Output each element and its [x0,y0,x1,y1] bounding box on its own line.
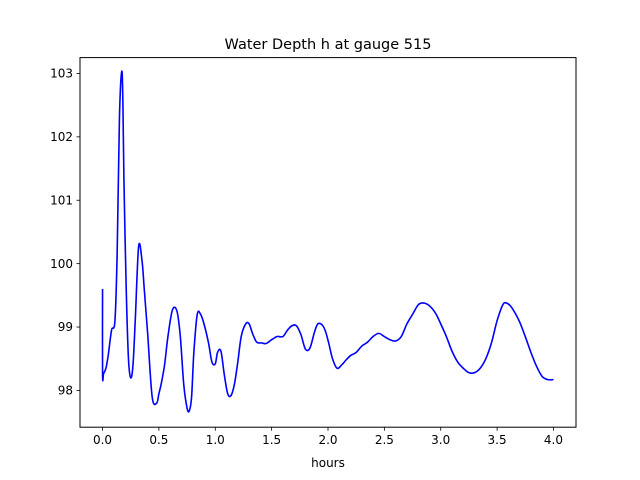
y-tick-label: 100 [50,257,73,271]
y-tick-label: 102 [50,130,73,144]
chart-title: Water Depth h at gauge 515 [225,37,432,53]
x-tick-label: 4.0 [544,433,563,447]
x-tick-label: 2.0 [318,433,337,447]
y-tick-label: 99 [58,320,73,334]
series-layer [101,70,554,413]
y-tick-label: 101 [50,193,73,207]
x-axis-label: hours [311,456,345,470]
x-tick-label: 1.5 [262,433,281,447]
plot-background [80,57,576,428]
x-axis: 0.0 0.5 1.0 1.5 2.0 2.5 3.0 3.5 4.0 [93,427,563,447]
x-tick-label: 2.5 [375,433,394,447]
x-tick-label: 3.5 [488,433,507,447]
series-line [101,70,554,413]
plot-area [80,57,576,428]
y-tick-label: 98 [58,384,73,398]
x-tick-label: 3.0 [431,433,450,447]
y-tick-label: 103 [50,67,73,81]
x-tick-label: 0.5 [149,433,168,447]
x-tick-label: 0.0 [93,433,112,447]
x-tick-label: 1.0 [206,433,225,447]
y-axis: 98 99 100 101 102 103 [50,67,80,398]
